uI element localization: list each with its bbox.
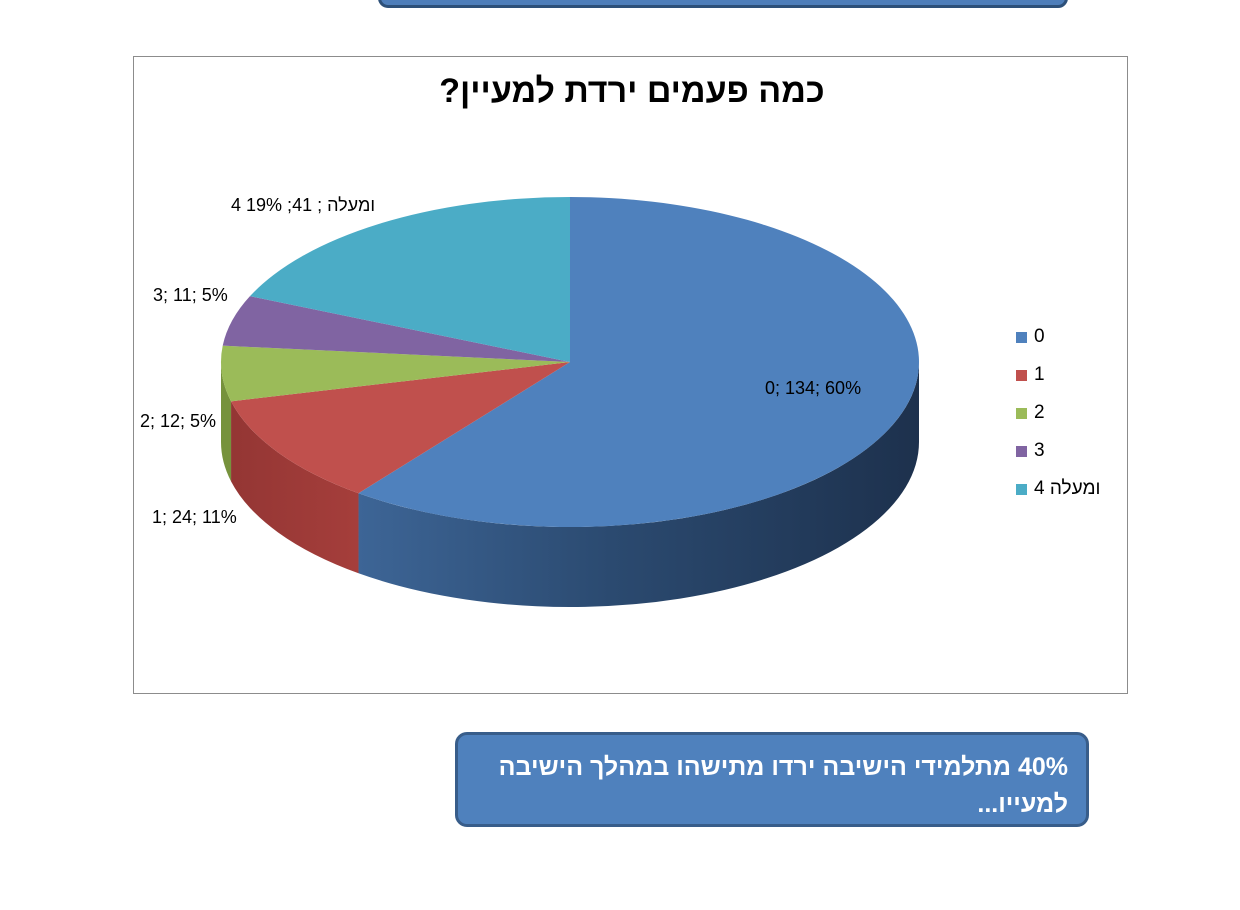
- legend-item: 3: [1016, 432, 1100, 470]
- legend-swatch: [1016, 369, 1027, 381]
- pie-slice: [222, 296, 570, 362]
- legend: 0 1 2 3 4 ומעלה: [1016, 318, 1100, 508]
- legend-item: 0: [1016, 318, 1100, 356]
- legend-swatch: [1016, 445, 1027, 457]
- pie-slice: [358, 197, 919, 527]
- data-label: 4 ומעלה ; 41; 19%: [231, 195, 376, 215]
- data-label: 0; 134; 60%: [765, 378, 862, 398]
- legend-label: 0: [1034, 326, 1045, 347]
- legend-swatch: [1016, 331, 1027, 343]
- legend-label: 3: [1034, 440, 1045, 461]
- pie-slice-side: [231, 401, 359, 574]
- pie-slice: [231, 362, 570, 494]
- legend-swatch: [1016, 483, 1027, 495]
- data-label: 1; 24; 11%: [152, 507, 237, 527]
- legend-label: 4 ומעלה: [1034, 478, 1101, 499]
- legend-swatch: [1016, 407, 1027, 419]
- chart-title: כמה פעמים ירדת למעיין?: [439, 72, 825, 110]
- summary-callout: 40% מתלמידי הישיבה ירדו מתישהו במהלך היש…: [455, 732, 1089, 827]
- legend-item: 4 ומעלה: [1016, 470, 1100, 508]
- legend-item: 2: [1016, 394, 1100, 432]
- data-label: 3; 11; 5%: [153, 285, 228, 305]
- legend-label: 1: [1034, 364, 1045, 385]
- pie-slice: [221, 345, 570, 402]
- legend-label: 2: [1034, 402, 1045, 423]
- data-label: 2; 12; 5%: [140, 411, 217, 431]
- legend-item: 1: [1016, 356, 1100, 394]
- pie-slice: [249, 197, 570, 362]
- callout-text: 40% מתלמידי הישיבה ירדו מתישהו במהלך היש…: [498, 753, 1068, 818]
- pie-slice-side: [358, 362, 919, 607]
- pie-slice-side: [221, 362, 232, 482]
